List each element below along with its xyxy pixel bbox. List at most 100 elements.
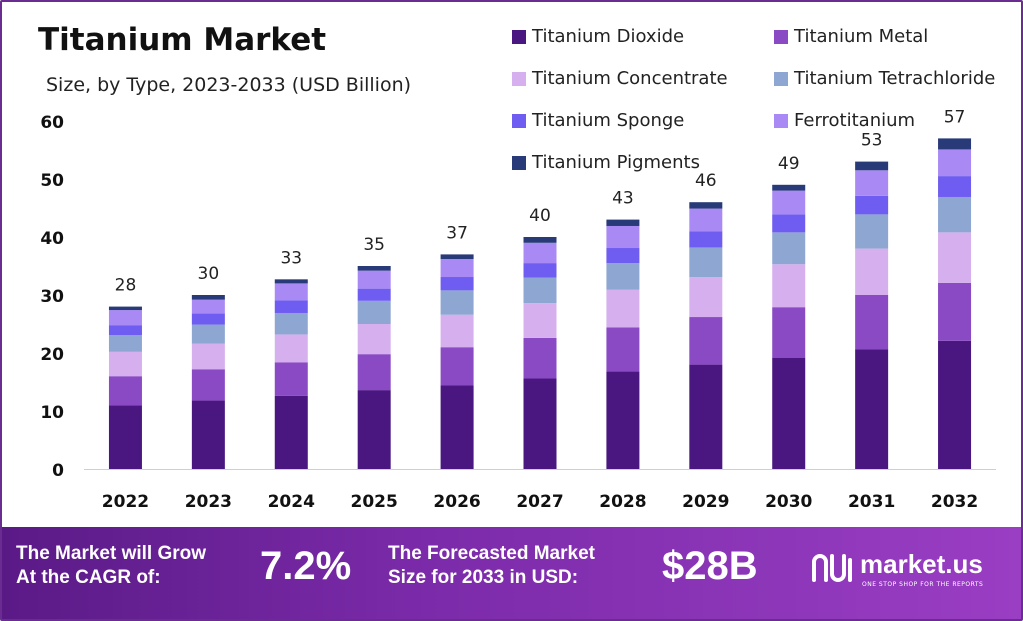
x-tick-label: 2023: [185, 492, 232, 512]
legend-swatch: [512, 155, 526, 170]
bar-segment: [108, 325, 142, 336]
cagr-label: The Market will Grow At the CAGR of:: [16, 542, 206, 590]
bar-segment: [108, 405, 142, 469]
legend-swatch: [774, 71, 788, 86]
bar-segment: [606, 327, 640, 372]
bar-segment: [772, 264, 806, 308]
legend-label: Titanium Tetrachloride: [794, 68, 996, 89]
y-tick-label: 0: [52, 461, 64, 481]
y-tick-label: 20: [40, 345, 64, 365]
bar-segment: [938, 196, 972, 233]
bar-segment: [523, 303, 557, 338]
bar-total-label: 37: [446, 223, 468, 243]
bar-segment: [772, 357, 806, 469]
cagr-value: 7.2%: [260, 544, 352, 588]
bar-segment: [440, 314, 474, 348]
bar-segment: [606, 248, 640, 264]
x-tick-label: 2028: [599, 492, 646, 512]
bar-segment: [855, 214, 889, 249]
bar-total-label: 33: [280, 248, 302, 268]
legend-item: Titanium Tetrachloride: [774, 68, 995, 89]
bar-segment: [689, 317, 723, 365]
bar-segment: [108, 335, 142, 352]
legend-label: Titanium Sponge: [532, 110, 685, 131]
bar-segment: [191, 343, 225, 370]
legend-item: Titanium Sponge: [512, 110, 684, 131]
bar-segment: [274, 300, 308, 313]
bar-total-label: 57: [944, 107, 966, 127]
x-tick-label: 2030: [765, 492, 812, 512]
bar-segment: [855, 248, 889, 295]
bar-total-label: 43: [612, 189, 634, 209]
forecast-label: The Forecasted Market Size for 2033 in U…: [388, 542, 595, 590]
legend-label: Titanium Concentrate: [532, 68, 728, 89]
x-tick-label: 2022: [102, 492, 149, 512]
bar-segment: [440, 347, 474, 386]
x-tick-label: 2025: [351, 492, 398, 512]
bar-segment: [523, 337, 557, 379]
bar-segment: [606, 289, 640, 328]
bar-segment: [938, 138, 972, 150]
x-tick-label: 2032: [931, 492, 978, 512]
bar-segment: [357, 288, 391, 301]
bar-segment: [855, 195, 889, 215]
bar-total-label: 40: [529, 206, 551, 226]
legend-item: Titanium Concentrate: [512, 68, 728, 89]
bar-segment: [108, 351, 142, 377]
legend-item: Ferrotitanium: [774, 110, 915, 131]
bar-segment: [357, 390, 391, 469]
x-tick-label: 2031: [848, 492, 895, 512]
x-tick-label: 2029: [682, 492, 729, 512]
bar-segment: [440, 290, 474, 315]
bar-segment: [938, 176, 972, 197]
market-us-logo-icon: [812, 554, 852, 582]
bar-segment: [440, 259, 474, 278]
bar-segment: [772, 214, 806, 233]
bar-segment: [855, 295, 889, 350]
bar-segment: [606, 371, 640, 469]
footer-banner: The Market will Grow At the CAGR of: 7.2…: [2, 527, 1021, 619]
bar-segment: [274, 312, 308, 335]
bar-segment: [274, 395, 308, 469]
bar-segment: [191, 299, 225, 314]
bar-segment: [772, 232, 806, 265]
bar-segment: [357, 354, 391, 391]
bar-segment: [606, 263, 640, 290]
bar-total-label: 46: [695, 171, 717, 191]
bar-total-label: 35: [363, 235, 385, 255]
bar-segment: [523, 242, 557, 264]
bar-segment: [357, 300, 391, 324]
brand-tagline: ONE STOP SHOP FOR THE REPORTS: [862, 581, 984, 588]
bar-segment: [523, 237, 557, 243]
bar-total-label: 28: [115, 276, 137, 296]
y-tick-label: 50: [40, 171, 64, 191]
legend-swatch: [774, 113, 788, 128]
bar-segment: [274, 283, 308, 301]
bar-segment: [772, 307, 806, 358]
bar-segment: [523, 263, 557, 278]
x-tick-label: 2027: [516, 492, 563, 512]
bar-segment: [357, 266, 391, 271]
legend-item: Titanium Dioxide: [512, 26, 684, 47]
legend-label: Titanium Metal: [794, 26, 929, 47]
bar-segment: [689, 364, 723, 469]
y-tick-label: 30: [40, 287, 64, 307]
bar-segment: [606, 219, 640, 226]
chart-legend: Titanium Dioxide Titanium Metal Titanium C…: [512, 26, 1017, 186]
bar-segment: [191, 295, 225, 300]
bar-segment: [523, 378, 557, 469]
x-tick-label: 2026: [433, 492, 480, 512]
bar-segment: [938, 232, 972, 283]
legend-item: Titanium Pigments: [512, 152, 700, 173]
bar-segment: [938, 149, 972, 177]
bar-segment: [108, 376, 142, 406]
legend-label: Ferrotitanium: [794, 110, 916, 131]
bar-segment: [357, 324, 391, 355]
bar-segment: [523, 277, 557, 304]
bar-segment: [772, 184, 806, 191]
x-tick-label: 2024: [268, 492, 315, 512]
bar-segment: [274, 362, 308, 396]
cagr-label-line1: The Market will Grow: [16, 543, 207, 564]
legend-swatch: [774, 29, 788, 44]
bar-segment: [274, 279, 308, 284]
